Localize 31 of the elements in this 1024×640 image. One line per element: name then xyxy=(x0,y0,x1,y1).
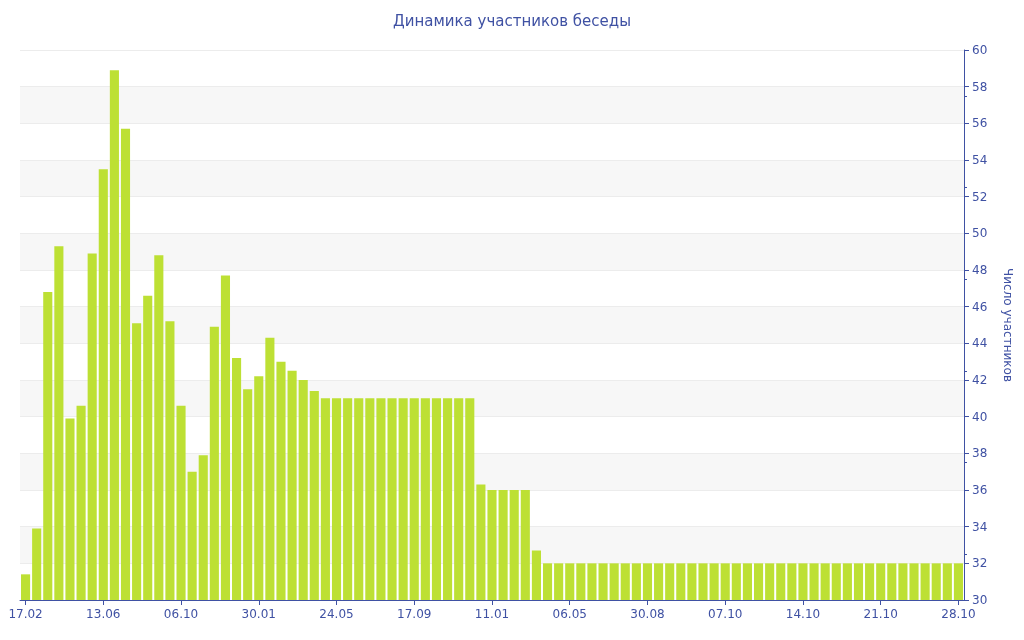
y-tick-label: 32 xyxy=(972,556,988,571)
x-tick-label: 06.05 xyxy=(552,607,587,621)
y-tick-label: 50 xyxy=(972,226,988,241)
y-tick-label: 58 xyxy=(972,79,988,94)
y-tick-label: 52 xyxy=(972,189,988,204)
y-tick-label: 48 xyxy=(972,263,988,277)
y-tick-label: 40 xyxy=(972,409,988,424)
y-tick-label: 46 xyxy=(972,299,988,314)
x-tick-label: 13.06 xyxy=(86,607,121,621)
y-tick-label: 34 xyxy=(972,519,988,534)
y-tick-label: 44 xyxy=(972,336,988,351)
x-tick-label: 17.09 xyxy=(397,607,432,621)
y-tick-label: 42 xyxy=(972,373,988,387)
x-tick-label: 17.02 xyxy=(8,607,43,621)
y-tick-label: 54 xyxy=(972,153,988,167)
x-tick-label: 28.10 xyxy=(941,607,976,621)
y-tick-label: 38 xyxy=(972,446,988,461)
y-tick-label: 36 xyxy=(972,483,988,497)
y-tick-label: 60 xyxy=(972,43,988,57)
x-tick-label: 06.10 xyxy=(163,607,199,621)
x-tick-label: 24.05 xyxy=(319,607,354,621)
x-tick-label: 11.01 xyxy=(474,607,510,621)
x-tick-label: 30.01 xyxy=(241,607,276,621)
chart-title: Динамика участников беседы xyxy=(392,11,632,30)
y-tick-label: 56 xyxy=(972,116,988,131)
x-tick-label: 14.10 xyxy=(785,607,821,621)
y-tick-label: 30 xyxy=(972,593,988,607)
y-axis-title: Число участников xyxy=(1001,268,1015,382)
x-tick-label: 30.08 xyxy=(630,607,665,621)
x-tick-label: 21.10 xyxy=(863,607,898,621)
x-tick-label: 07.10 xyxy=(708,607,743,621)
